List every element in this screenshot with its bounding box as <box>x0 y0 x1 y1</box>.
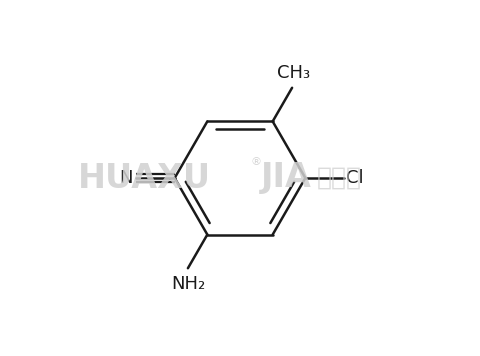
Text: Cl: Cl <box>346 169 364 187</box>
Text: JIA: JIA <box>261 162 312 194</box>
Text: NH₂: NH₂ <box>171 274 205 293</box>
Text: ®: ® <box>251 157 262 167</box>
Text: CH₃: CH₃ <box>277 64 311 83</box>
Text: HUAXU: HUAXU <box>77 162 211 194</box>
Text: 化学加: 化学加 <box>316 166 361 190</box>
Text: N: N <box>120 169 133 187</box>
